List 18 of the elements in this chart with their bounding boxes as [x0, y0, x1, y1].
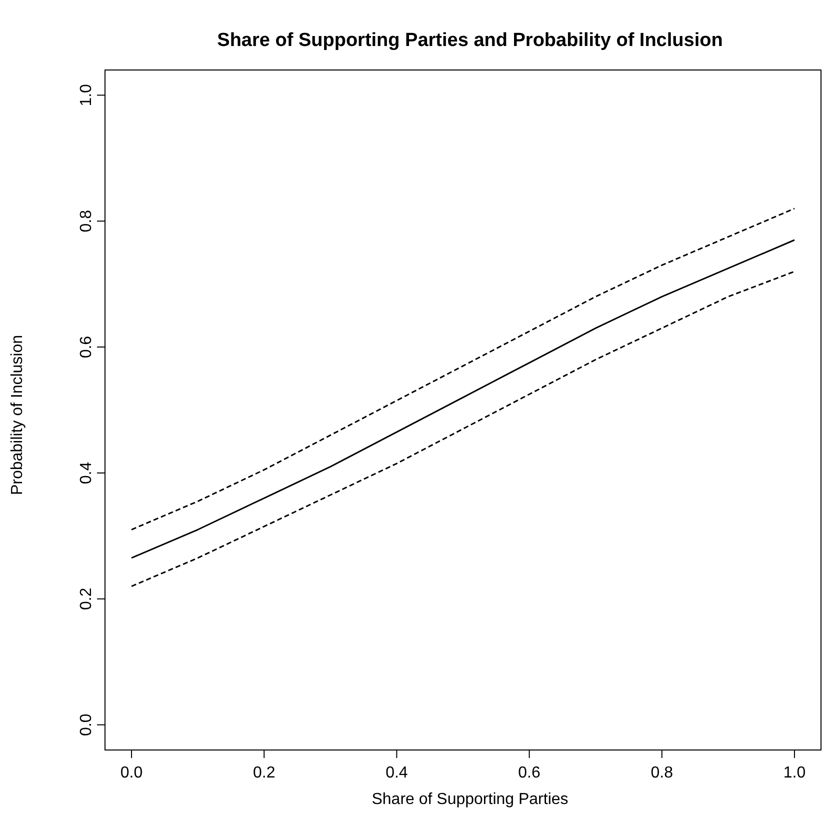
y-tick-label: 0.8	[78, 210, 95, 232]
x-tick-label: 0.4	[386, 764, 408, 782]
y-tick-label: 0.4	[78, 462, 95, 484]
line-series	[130, 208, 796, 530]
chart-title: Share of Supporting Parties and Probability of Inclusion	[216, 30, 724, 52]
line-series	[130, 270, 796, 588]
x-tick-label: 1.0	[783, 764, 806, 782]
x-tick-label: 0.0	[120, 764, 143, 782]
y-tick-label: 1.0	[78, 84, 95, 106]
line-series	[130, 239, 796, 559]
y-tick-label: 0.0	[78, 714, 95, 736]
y-tick-label: 0.2	[78, 588, 95, 610]
y-axis-title: Probability of Inclusion	[9, 334, 27, 496]
x-tick-label: 0.2	[252, 764, 276, 782]
y-tick-label: 0.6	[78, 336, 95, 358]
x-axis-title: Share of Supporting Parties	[370, 791, 570, 809]
x-tick-label: 0.6	[518, 764, 541, 782]
x-tick-label: 0.8	[650, 764, 674, 782]
